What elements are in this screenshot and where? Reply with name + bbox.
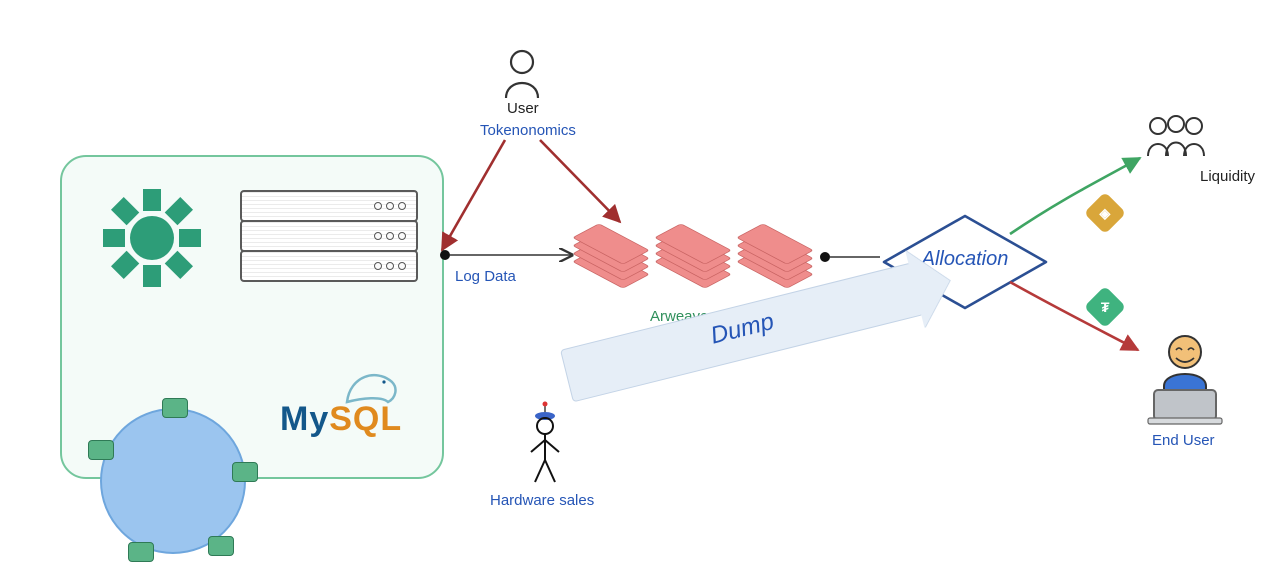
dolphin-icon <box>347 375 395 402</box>
mysql-text-my: My <box>280 400 329 438</box>
end-user-label: End User <box>1152 432 1215 449</box>
stack-icon <box>739 225 817 281</box>
hardware-person-icon <box>525 408 565 491</box>
tether-token-icon: ₮ <box>1084 286 1126 328</box>
user-icon <box>500 48 544 105</box>
gear-icon <box>108 194 196 282</box>
arweave-out-dot <box>820 252 830 262</box>
diagram-canvas: Extra resources MySQL <box>0 0 1280 567</box>
stack-icon <box>657 225 735 281</box>
arweave-stacks <box>575 225 817 281</box>
tokenomics-label: Tokenonomics <box>480 122 576 139</box>
server-rack-icon <box>240 190 418 280</box>
liquidity-people-icon <box>1140 112 1212 171</box>
stack-icon <box>575 225 653 281</box>
binance-token-icon: ◈ <box>1084 192 1126 234</box>
logdata-start-dot <box>440 250 450 260</box>
liquidity-label: Liquidity <box>1200 168 1255 185</box>
log-data-label: Log Data <box>455 268 516 285</box>
mysql-logo: MySQL <box>280 400 402 439</box>
distributed-globe-icon <box>100 408 246 554</box>
end-user-icon <box>1140 330 1230 431</box>
hardware-sales-label: Hardware sales <box>490 492 594 509</box>
user-label: User <box>507 100 539 117</box>
